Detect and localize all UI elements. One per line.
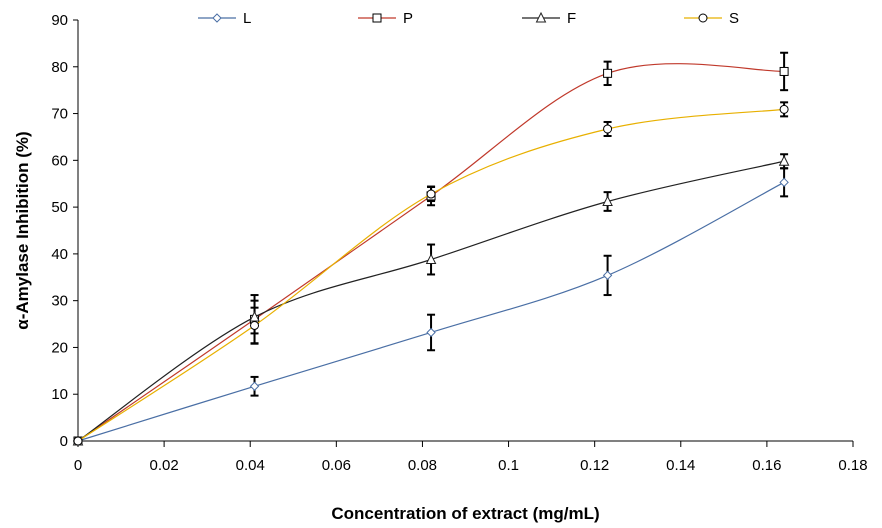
x-tick-label: 0.04: [236, 457, 265, 474]
y-tick-label: 40: [51, 246, 68, 263]
data-point-l: [249, 381, 260, 391]
y-tick-label: 70: [51, 106, 68, 123]
legend-item-s: S: [684, 10, 739, 27]
data-point-f: [425, 253, 437, 265]
x-tick-label: 0.1: [498, 457, 519, 474]
legend-marker-l: [212, 13, 222, 23]
data-point-f: [778, 155, 790, 166]
legend-label-f: F: [567, 10, 576, 27]
x-tick-label: 0.18: [838, 457, 867, 474]
y-axis-title: α-Amylase Inhibition (%): [13, 131, 32, 329]
data-point-s: [603, 124, 613, 134]
legend-label-p: P: [403, 10, 413, 27]
y-tick-label: 50: [51, 199, 68, 216]
y-tick-label: 30: [51, 293, 68, 310]
series-layer: [72, 51, 790, 446]
x-tick-label: 0: [74, 457, 82, 474]
axes: 0 10 20 30 40 50 60 70 80 90 0 0.02 0.04 0.06 0.08 0.1 0…: [51, 12, 867, 474]
x-tick-label: 0.08: [408, 457, 437, 474]
data-point-l: [779, 177, 789, 188]
data-point-p: [779, 66, 789, 76]
series-l-line: [77, 181, 785, 442]
y-tick-label: 80: [51, 59, 68, 76]
data-point-s: [779, 104, 789, 114]
legend-marker-s: [698, 13, 708, 23]
legend-label-s: S: [729, 10, 739, 27]
legend-item-p: P: [358, 10, 413, 27]
x-axis-title: Concentration of extract (mg/mL): [331, 504, 599, 523]
data-point-s: [426, 189, 436, 199]
legend-marker-f: [535, 11, 547, 23]
data-point-l: [426, 327, 436, 338]
data-point-s: [250, 320, 260, 330]
y-tick-label: 0: [60, 433, 68, 450]
y-tick-label: 10: [51, 386, 68, 403]
y-tick-label: 20: [51, 339, 68, 356]
x-tick-label: 0.14: [666, 457, 695, 474]
data-point-s: [73, 436, 83, 446]
legend-item-f: F: [522, 10, 576, 27]
legend-marker-p: [372, 13, 382, 23]
y-tick-label: 90: [51, 12, 68, 29]
series-s: [73, 104, 789, 446]
y-tick-label: 60: [51, 152, 68, 169]
legend-item-l: L: [198, 10, 251, 27]
series-l: [73, 177, 789, 446]
legend-label-l: L: [243, 10, 251, 27]
data-point-p: [603, 68, 613, 78]
data-point-l: [602, 270, 613, 281]
data-point-f: [602, 195, 613, 206]
x-tick-label: 0.12: [580, 457, 609, 474]
x-tick-label: 0.02: [150, 457, 179, 474]
x-tick-label: 0.16: [752, 457, 781, 474]
x-tick-label: 0.06: [322, 457, 351, 474]
